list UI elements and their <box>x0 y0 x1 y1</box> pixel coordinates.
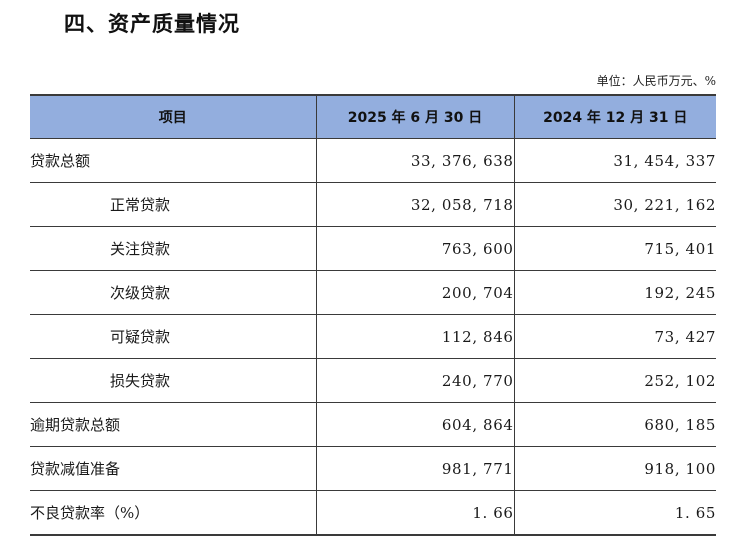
asset-quality-table: 项目 2025 年 6 月 30 日 2024 年 12 月 31 日 贷款总额… <box>30 94 716 536</box>
table-row: 损失贷款 240, 770 252, 102 <box>30 358 716 403</box>
row-label: 不良贷款率（%） <box>30 490 317 536</box>
value-2025: 763, 600 <box>315 226 515 271</box>
row-label: 逾期贷款总额 <box>30 402 317 447</box>
value-2024: 680, 185 <box>513 402 716 447</box>
section-title: 四、资产质量情况 <box>64 12 240 36</box>
header-item: 项目 <box>30 94 317 139</box>
row-label: 贷款减值准备 <box>30 446 317 491</box>
value-2024: 73, 427 <box>513 314 716 359</box>
value-2025: 604, 864 <box>315 402 515 447</box>
header-2024: 2024 年 12 月 31 日 <box>513 94 716 139</box>
unit-note: 单位：人民币万元、% <box>596 74 716 88</box>
value-2024: 1. 65 <box>513 490 716 536</box>
row-label: 关注贷款 <box>30 226 317 271</box>
value-2025: 240, 770 <box>315 358 515 403</box>
table-header-row: 项目 2025 年 6 月 30 日 2024 年 12 月 31 日 <box>30 94 716 139</box>
value-2024: 918, 100 <box>513 446 716 491</box>
value-2024: 31, 454, 337 <box>513 138 716 183</box>
value-2025: 200, 704 <box>315 270 515 315</box>
value-2024: 192, 245 <box>513 270 716 315</box>
table-row: 正常贷款 32, 058, 718 30, 221, 162 <box>30 182 716 227</box>
table-row: 贷款总额 33, 376, 638 31, 454, 337 <box>30 138 716 183</box>
table-row: 可疑贷款 112, 846 73, 427 <box>30 314 716 359</box>
row-label: 可疑贷款 <box>30 314 317 359</box>
row-label: 损失贷款 <box>30 358 317 403</box>
value-2025: 1. 66 <box>315 490 515 536</box>
row-label: 正常贷款 <box>30 182 317 227</box>
value-2024: 252, 102 <box>513 358 716 403</box>
table-row: 关注贷款 763, 600 715, 401 <box>30 226 716 271</box>
header-2025: 2025 年 6 月 30 日 <box>315 94 515 139</box>
table-row: 不良贷款率（%） 1. 66 1. 65 <box>30 490 716 536</box>
table-row: 次级贷款 200, 704 192, 245 <box>30 270 716 315</box>
value-2025: 981, 771 <box>315 446 515 491</box>
table-row: 贷款减值准备 981, 771 918, 100 <box>30 446 716 491</box>
value-2024: 30, 221, 162 <box>513 182 716 227</box>
value-2025: 32, 058, 718 <box>315 182 515 227</box>
value-2024: 715, 401 <box>513 226 716 271</box>
row-label: 贷款总额 <box>30 138 317 183</box>
value-2025: 33, 376, 638 <box>315 138 515 183</box>
table-row: 逾期贷款总额 604, 864 680, 185 <box>30 402 716 447</box>
value-2025: 112, 846 <box>315 314 515 359</box>
row-label: 次级贷款 <box>30 270 317 315</box>
